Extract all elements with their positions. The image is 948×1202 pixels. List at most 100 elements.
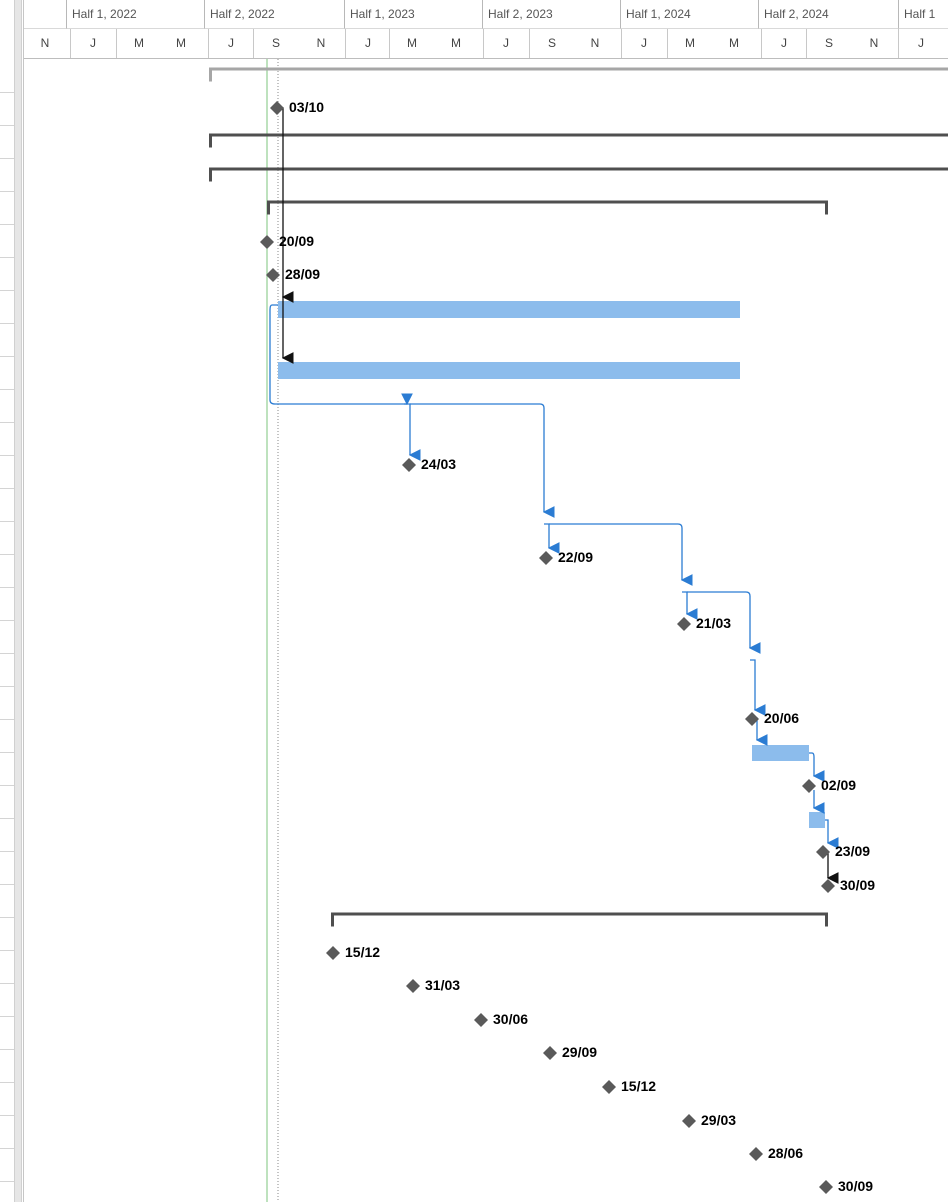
milestone-date-label: 28/06 [768,1145,804,1161]
dependency-link[interactable] [544,523,560,554]
table-row-line [0,587,14,588]
table-row-line [0,224,14,225]
milestone-diamond[interactable] [539,551,553,565]
milestone-diamond[interactable] [474,1013,488,1027]
timescale-half-label: Half 2, 2023 [482,0,620,29]
milestone-date-label: 15/12 [621,1078,657,1094]
milestone-diamond[interactable] [677,617,691,631]
milestone-diamond[interactable] [802,779,816,793]
milestone-diamond[interactable] [682,1114,696,1128]
timescale-half-label: Half 1, 2024 [620,0,758,29]
milestone-date-label: 20/09 [279,233,315,249]
table-row-line [0,488,14,489]
task-bar[interactable] [278,362,740,379]
timescale-half-label: Half 1 [898,0,948,29]
table-row-line [0,290,14,291]
summary-bar[interactable] [209,167,948,182]
table-row-line [0,1148,14,1149]
timescale-month-label: N [40,36,50,50]
milestone-diamond[interactable] [819,1180,833,1194]
task-bar[interactable] [278,301,740,318]
timescale-month-label: J [345,29,390,58]
timescale-month-label: S [806,29,851,58]
timescale-month-label: J [208,29,253,58]
timescale-half-label: Half 1, 2022 [66,0,204,29]
table-row-line [0,884,14,885]
table-row-line [0,950,14,951]
timescale-month-label: N [869,36,879,50]
table-row-line [0,554,14,555]
table-row-line [0,422,14,423]
table-row-line [0,818,14,819]
timescale-month-label: M [451,36,461,50]
milestone-date-label: 24/03 [421,456,457,472]
timescale-month-label: N [590,36,600,50]
milestone-diamond[interactable] [543,1046,557,1060]
table-row-line [0,1181,14,1182]
timescale-month-label: M [389,29,434,58]
summary-bar[interactable] [267,200,828,215]
milestone-diamond[interactable] [602,1080,616,1094]
dependency-link[interactable] [687,591,761,654]
milestone-diamond[interactable] [326,946,340,960]
table-row-line [0,356,14,357]
table-row-line [0,686,14,687]
milestone-diamond[interactable] [816,845,830,859]
timescale-month-label: J [70,29,115,58]
milestone-date-label: 21/03 [696,615,732,631]
timescale-half-label: Half 2, 2022 [204,0,344,29]
dependency-link[interactable] [410,403,555,518]
table-row-line [0,719,14,720]
timescale-half-blank [24,0,66,29]
table-row-line [0,455,14,456]
summary-bar[interactable] [331,912,828,927]
timescale-month-label: M [176,36,186,50]
milestone-diamond[interactable] [406,979,420,993]
milestone-diamond[interactable] [260,235,274,249]
milestone-date-label: 28/09 [285,266,321,282]
timescale-month-label: M [116,29,161,58]
milestone-diamond[interactable] [270,101,284,115]
summary-bar[interactable] [209,133,948,148]
table-row-line [0,257,14,258]
milestone-diamond[interactable] [745,712,759,726]
milestone-date-label: 29/03 [701,1112,737,1128]
table-row-line [0,785,14,786]
table-row-line [0,851,14,852]
timescale-half-label: Half 2, 2024 [758,0,898,29]
milestone-date-label: 22/09 [558,549,594,565]
milestone-date-label: 23/09 [835,843,871,859]
table-row-line [0,521,14,522]
dependency-link[interactable] [269,304,413,406]
milestone-date-label: 30/09 [840,877,876,893]
milestone-diamond[interactable] [402,458,416,472]
milestone-diamond[interactable] [821,879,835,893]
timescale-half-label: Half 1, 2023 [344,0,482,29]
task-bar[interactable] [752,745,809,761]
timescale-month-label: S [529,29,574,58]
dependency-link[interactable] [825,819,839,849]
table-row-line [0,389,14,390]
summary-bar[interactable] [209,67,948,82]
dependency-link[interactable] [404,403,421,461]
timescale-month-label: J [621,29,666,58]
dependency-link[interactable] [809,752,825,782]
table-row-line [0,92,14,93]
milestone-date-label: 30/06 [493,1011,529,1027]
table-row-line [0,917,14,918]
milestone-diamond[interactable] [749,1147,763,1161]
milestone-date-label: 31/03 [425,977,461,993]
dependency-link[interactable] [549,523,693,586]
task-bar[interactable] [809,812,825,828]
table-row-line [0,125,14,126]
milestone-date-label: 29/09 [562,1044,598,1060]
dependency-link[interactable] [682,591,698,620]
table-row-line [0,1082,14,1083]
timescale-header: Half 1, 2022 Half 2, 2022 Half 1, 2023 Half… [24,0,948,59]
table-row-line [0,752,14,753]
milestone-diamond[interactable] [266,268,280,282]
dependency-link[interactable] [750,659,766,716]
milestone-date-label: 02/09 [821,777,857,793]
split-bar[interactable] [14,0,22,1202]
